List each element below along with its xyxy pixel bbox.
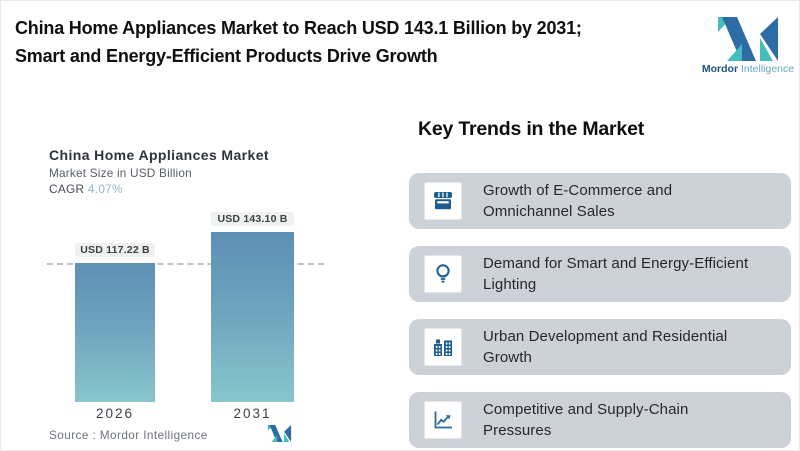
trend-label: Urban Development and Residential Growth (483, 326, 727, 369)
x-axis-label-2026: 2026 (95, 406, 135, 421)
mordor-intelligence-mini-logo-icon (267, 425, 292, 442)
trend-card-urban: Urban Development and Residential Growth (409, 319, 791, 375)
lightbulb-icon (436, 264, 450, 283)
bar-value-label: USD 117.22 B (75, 243, 155, 257)
mordor-intelligence-logo-icon (718, 17, 778, 61)
reference-dashed-line (47, 263, 324, 265)
chart-subtitle: Market Size in USD Billion (49, 166, 192, 180)
trend-line-1: Growth of E-Commerce and (483, 181, 673, 199)
bar-2026 (75, 263, 155, 402)
trend-line-2: Lighting (483, 276, 537, 293)
trend-line-1: Competitive and Supply-Chain (483, 400, 689, 418)
trend-line-1: Urban Development and Residential (483, 327, 728, 345)
cagr-label: CAGR (49, 182, 85, 196)
trend-line-1: Demand for Smart and Energy-Efficient (483, 254, 749, 272)
trend-line-2: Omnichannel Sales (483, 203, 615, 220)
trend-line-2: Pressures (483, 422, 552, 439)
chart-title: China Home Appliances Market (49, 147, 269, 163)
brand-logo: Mordor Intelligence (700, 17, 796, 75)
trend-list: Growth of E-Commerce and Omnichannel Sal… (409, 173, 791, 448)
icon-tile (424, 182, 462, 220)
x-axis-label-2031: 2031 (233, 406, 272, 421)
key-trends-heading: Key Trends in the Market (418, 118, 645, 140)
brand-wordmark: Mordor Intelligence (700, 63, 796, 75)
trend-label: Demand for Smart and Energy-Efficient Li… (483, 253, 748, 296)
brand-name-light: Intelligence (740, 63, 795, 75)
trend-line-2: Growth (483, 349, 532, 366)
brand-name-bold: Mordor (701, 63, 739, 75)
bar-value-label: USD 143.10 B (211, 212, 294, 226)
line-chart-icon (434, 411, 452, 429)
trend-card-ecommerce: Growth of E-Commerce and Omnichannel Sal… (409, 173, 791, 229)
trend-card-lighting: Demand for Smart and Energy-Efficient Li… (409, 246, 791, 302)
buildings-icon (434, 339, 452, 356)
storefront-icon (434, 192, 452, 210)
chart-cagr: CAGR 4.07% (49, 182, 123, 196)
icon-tile (424, 401, 462, 439)
bar-2031 (211, 232, 294, 402)
cagr-value: 4.07% (87, 182, 123, 196)
icon-tile (424, 255, 462, 293)
trend-card-competition: Competitive and Supply-Chain Pressures (409, 392, 791, 448)
icon-tile (424, 328, 462, 366)
trend-label: Competitive and Supply-Chain Pressures (483, 399, 688, 442)
source-attribution: Source : Mordor Intelligence (49, 428, 208, 442)
page-title: China Home Appliances Market to Reach US… (15, 18, 582, 66)
trend-label: Growth of E-Commerce and Omnichannel Sal… (483, 180, 672, 223)
